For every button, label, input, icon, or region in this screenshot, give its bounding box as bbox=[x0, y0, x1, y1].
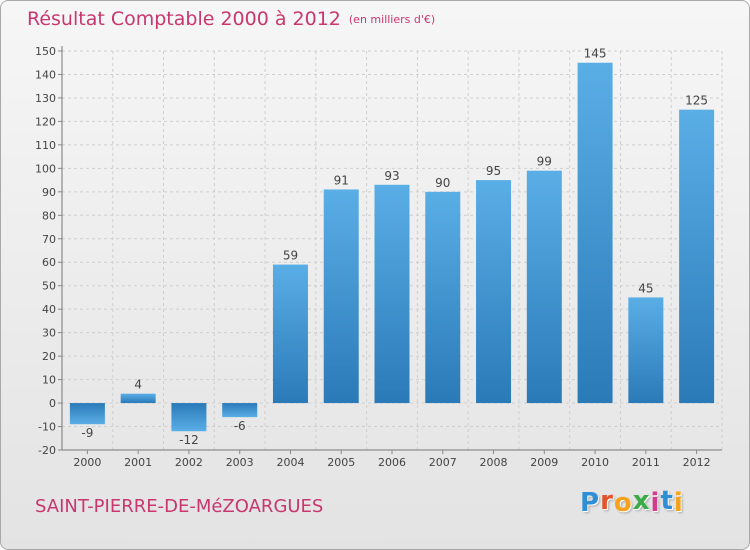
y-tick-label: 50 bbox=[42, 280, 56, 293]
x-tick-label: 2009 bbox=[530, 456, 558, 469]
data-label-2006: 93 bbox=[384, 169, 399, 183]
y-tick-label: 20 bbox=[42, 350, 56, 363]
x-tick-label: 2002 bbox=[175, 456, 203, 469]
bar-2012 bbox=[679, 109, 715, 404]
y-tick-label: 10 bbox=[42, 374, 56, 387]
data-label-2008: 95 bbox=[486, 164, 501, 178]
logo-letter: P bbox=[580, 488, 601, 518]
logo-letter: x bbox=[632, 486, 651, 516]
x-tick-label: 2006 bbox=[378, 456, 406, 469]
bar-2004 bbox=[272, 264, 308, 404]
title-text: Résultat Comptable 2000 à 2012 bbox=[27, 8, 341, 30]
data-label-2011: 45 bbox=[638, 281, 653, 295]
x-tick-label: 2001 bbox=[124, 456, 152, 469]
bar-2001 bbox=[120, 393, 156, 404]
bar-2010 bbox=[577, 62, 613, 404]
logo-letter: o bbox=[613, 488, 633, 518]
y-tick-label: 80 bbox=[42, 209, 56, 222]
logo-letter: i bbox=[673, 488, 684, 518]
chart-title: Résultat Comptable 2000 à 2012 (en millie… bbox=[27, 8, 435, 30]
bar-2008 bbox=[476, 180, 512, 404]
logo-letter: r bbox=[600, 486, 614, 516]
x-tick-label: 2005 bbox=[327, 456, 355, 469]
y-tick-label: 0 bbox=[49, 397, 56, 410]
bars bbox=[69, 62, 715, 432]
y-tick-label: 40 bbox=[42, 303, 56, 316]
bar-2000 bbox=[69, 403, 105, 425]
axes: -20 -10 0 10 20 30 40 50 60 70 80 90 100 110 120 130 140… bbox=[35, 45, 722, 469]
town-name: SAINT-PIERRE-DE-MéZOARGUES bbox=[35, 496, 324, 517]
x-tick-label: 2010 bbox=[581, 456, 609, 469]
bar-2003 bbox=[222, 403, 258, 418]
data-label-2009: 99 bbox=[537, 155, 552, 169]
x-tick-label: 2008 bbox=[480, 456, 508, 469]
y-tick-label: 140 bbox=[35, 68, 56, 81]
x-tick-label: 2004 bbox=[276, 456, 304, 469]
y-tick-label: 120 bbox=[35, 115, 56, 128]
x-tick-label: 2000 bbox=[73, 456, 101, 469]
y-tick-label: 110 bbox=[35, 139, 56, 152]
y-tick-label: -10 bbox=[38, 421, 56, 434]
x-tick-label: 2011 bbox=[632, 456, 660, 469]
x-tick-label: 2012 bbox=[683, 456, 711, 469]
data-label-2005: 91 bbox=[334, 173, 349, 187]
bar-2006 bbox=[374, 184, 410, 404]
bar-2007 bbox=[425, 191, 461, 404]
data-label-2004: 59 bbox=[283, 249, 298, 263]
data-label-2012: 125 bbox=[685, 94, 708, 108]
y-tick-label: 90 bbox=[42, 186, 56, 199]
data-label-2001: 4 bbox=[134, 378, 142, 392]
y-tick-label: 60 bbox=[42, 256, 56, 269]
logo-letter: t bbox=[660, 486, 674, 516]
y-tick-label: 150 bbox=[35, 45, 56, 58]
x-tick-label: 2007 bbox=[429, 456, 457, 469]
x-tick-label: 2003 bbox=[226, 456, 254, 469]
y-tick-label: 70 bbox=[42, 233, 56, 246]
bar-2009 bbox=[526, 170, 562, 404]
y-tick-label: 130 bbox=[35, 92, 56, 105]
y-tick-label: 30 bbox=[42, 327, 56, 340]
data-label-2010: 145 bbox=[584, 47, 607, 61]
y-tick-label: -20 bbox=[38, 444, 56, 457]
data-label-2003: -6 bbox=[234, 419, 246, 433]
proxiti-logo: Proxiti bbox=[580, 486, 684, 518]
logo-letter: i bbox=[650, 488, 661, 518]
bar-2011 bbox=[628, 297, 664, 404]
bar-2005 bbox=[323, 189, 359, 404]
data-label-2007: 90 bbox=[435, 176, 450, 190]
data-labels: -9 4 -12 -6 59 91 93 90 95 99 145 45 125 bbox=[81, 47, 708, 447]
chart-subtitle: (en milliers d'€) bbox=[348, 13, 436, 26]
data-label-2002: -12 bbox=[179, 433, 199, 447]
data-label-2000: -9 bbox=[81, 426, 93, 440]
bar-2002 bbox=[171, 403, 207, 432]
y-tick-label: 100 bbox=[35, 162, 56, 175]
